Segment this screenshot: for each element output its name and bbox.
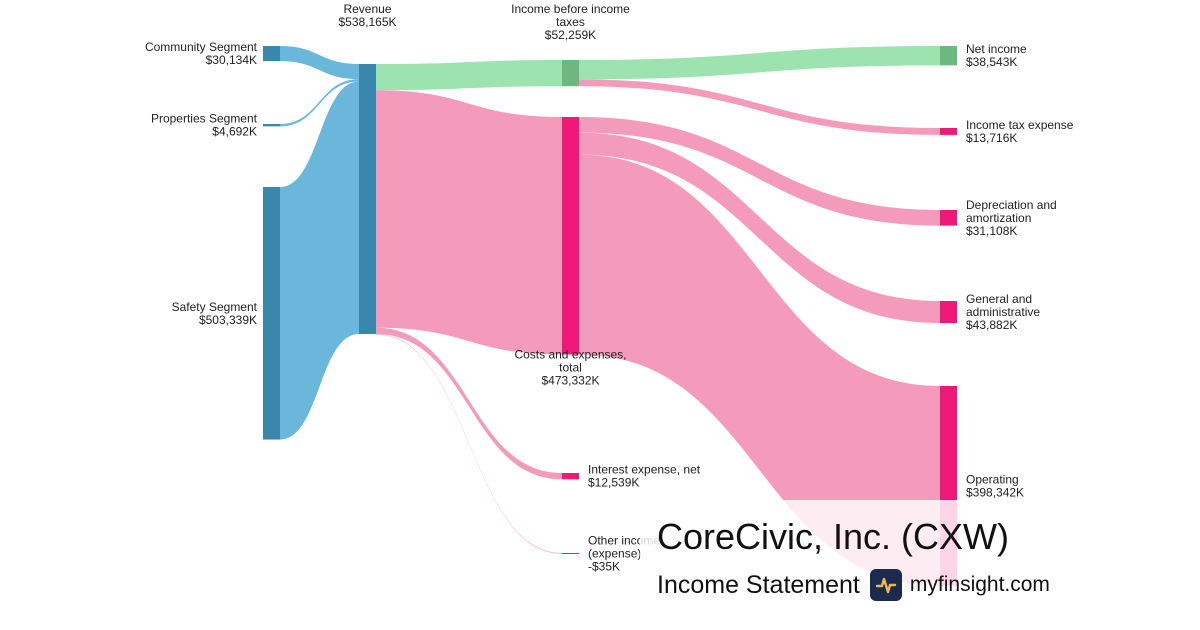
value-label-other: -$35K (588, 560, 620, 574)
name-label-ga: administrative (966, 305, 1040, 319)
flow-revenue-to-other (376, 333, 562, 554)
value-label-revenue: $538,165K (338, 15, 396, 29)
label-revenue: Revenue $538,165K (338, 2, 396, 29)
name-label-ibt: taxes (556, 15, 585, 29)
company-title: CoreCivic, Inc. (CXW) (657, 516, 1010, 557)
value-label-tax: $13,716K (966, 131, 1017, 145)
value-label-costs: $473,332K (541, 373, 599, 387)
node-tax (940, 128, 957, 135)
name-label-operating: Operating (966, 472, 1019, 486)
label-ibt: Income before income taxes $52,259K (511, 2, 630, 42)
node-properties (263, 124, 280, 127)
sankey-labels: Community Segment $30,134K Properties Segm… (145, 2, 1074, 574)
flow-ibt-to-tax (579, 79, 940, 135)
name-label-ga: General and (966, 292, 1032, 306)
name-label-costs: Costs and expenses, (514, 347, 626, 361)
node-costs (562, 117, 579, 355)
node-community (263, 46, 280, 62)
pulse-line-icon (869, 569, 902, 601)
branding-overlay: CoreCivic, Inc. (CXW) Income Statement m… (640, 500, 1200, 630)
label-interest: Interest expense, net $12,539K (588, 463, 701, 490)
node-other (562, 553, 579, 554)
node-dep (940, 210, 957, 226)
label-tax: Income tax expense $13,716K (966, 118, 1074, 145)
name-label-interest: Interest expense, net (588, 463, 701, 477)
value-label-dep: $31,108K (966, 224, 1017, 238)
value-label-properties: $4,692K (212, 125, 257, 139)
flow-properties-to-revenue (280, 79, 359, 127)
label-safety: Safety Segment $503,339K (172, 300, 258, 327)
label-operating: Operating $398,342K (966, 472, 1024, 499)
flow-costs-to-dep (579, 117, 940, 226)
name-label-properties: Properties Segment (151, 112, 258, 126)
flow-revenue-to-costs (376, 90, 562, 355)
flow-revenue-to-interest (376, 327, 562, 480)
value-label-community: $30,134K (206, 53, 257, 67)
name-label-costs: total (559, 360, 582, 374)
node-interest (562, 473, 579, 480)
value-label-interest: $12,539K (588, 476, 639, 490)
label-costs: Costs and expenses, total $473,332K (514, 347, 626, 387)
flow-ibt-to-net (579, 46, 940, 80)
label-community: Community Segment $30,134K (145, 40, 258, 67)
node-ga (940, 301, 957, 324)
node-revenue (359, 64, 376, 334)
sankey-links (280, 46, 940, 586)
value-label-ga: $43,882K (966, 318, 1017, 332)
value-label-ibt: $52,259K (545, 28, 596, 42)
name-label-ibt: Income before income (511, 2, 630, 16)
node-net (940, 46, 957, 66)
statement-subtitle: Income Statement (657, 570, 860, 599)
branding-subtitle-row: Income Statement myfinsight.com (657, 568, 1050, 602)
name-label-tax: Income tax expense (966, 118, 1074, 132)
site-name: myfinsight.com (909, 573, 1050, 596)
name-label-community: Community Segment (145, 40, 258, 54)
name-label-net: Net income (966, 42, 1027, 56)
name-label-dep: Depreciation and (966, 198, 1057, 212)
name-label-other: (expense) (588, 547, 641, 561)
value-label-safety: $503,339K (199, 313, 257, 327)
label-net: Net income $38,543K (966, 42, 1027, 69)
label-dep: Depreciation and amortization $31,108K (966, 198, 1057, 238)
flow-safety-to-revenue (280, 81, 359, 440)
flow-costs-to-ga (579, 132, 940, 324)
flow-revenue-to-ibt (376, 60, 562, 91)
flow-community-to-revenue (280, 46, 359, 80)
value-label-net: $38,543K (966, 55, 1017, 69)
name-label-dep: amortization (966, 211, 1031, 225)
node-safety (263, 187, 280, 440)
name-label-safety: Safety Segment (172, 300, 258, 314)
sankey-nodes (263, 46, 957, 586)
label-ga: General and administrative $43,882K (966, 292, 1040, 332)
label-properties: Properties Segment $4,692K (151, 112, 258, 139)
value-label-operating: $398,342K (966, 485, 1024, 499)
name-label-revenue: Revenue (343, 2, 391, 16)
node-ibt (562, 60, 579, 87)
flow-costs-to-operating (579, 154, 940, 586)
